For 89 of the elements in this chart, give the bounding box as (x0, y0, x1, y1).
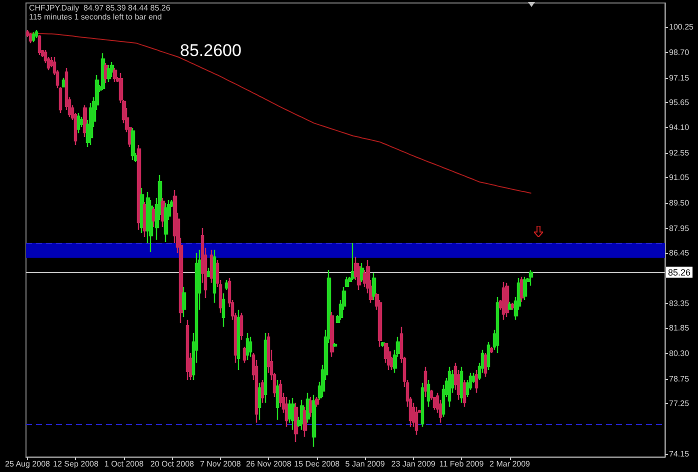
x-tick-label: 25 Aug 2008 (5, 460, 51, 468)
y-tick-label: 95.65 (669, 98, 690, 107)
chart-title: CHFJPY.Daily 84.97 85.39 84.44 85.26 (29, 4, 171, 12)
candlestick (222, 292, 226, 328)
candlestick (130, 127, 136, 161)
candlestick (504, 282, 510, 318)
candlestick (38, 34, 42, 56)
candlestick (206, 267, 210, 278)
line-series (27, 32, 532, 194)
y-tick-label: 77.25 (669, 398, 690, 408)
candlestick (312, 394, 316, 448)
candlestick (28, 32, 32, 44)
y-tick-label: 87.95 (669, 224, 690, 233)
candlestick (240, 312, 244, 340)
text: 115 minutes 1 seconds left to bar end (29, 12, 162, 22)
x-tick-label: 26 Nov 2008 (246, 460, 292, 468)
candlestick (210, 249, 214, 284)
candlestick (212, 249, 216, 304)
candlestick (486, 341, 490, 371)
candlestick (426, 379, 430, 408)
candlestick (330, 311, 334, 358)
candlestick (276, 379, 280, 420)
y-tick-label: 86.45 (669, 248, 690, 258)
candlestick (248, 336, 252, 358)
candlestick (34, 29, 38, 39)
x-tick-label: 5 Jan 2009 (345, 460, 386, 468)
candlestick (474, 369, 478, 394)
x-tick-label: 15 Dec 2008 (294, 460, 340, 468)
candlestick (332, 342, 338, 348)
y-tick-label: 74.15 (669, 450, 690, 459)
candlestick (58, 86, 62, 114)
candlestick (242, 346, 246, 364)
y-tick-label: 100.25 (669, 22, 694, 32)
candlestick (106, 64, 112, 83)
candlestick (62, 77, 66, 88)
candlestick (462, 379, 466, 408)
candlestick (294, 402, 298, 443)
candlestick (448, 366, 452, 408)
candlestick (424, 366, 428, 398)
candlestick (260, 379, 264, 404)
y-tick-label: 78.75 (669, 374, 690, 384)
candlestick (186, 319, 190, 381)
candlestick (110, 61, 114, 78)
candlestick (246, 332, 250, 361)
candlestick (386, 346, 392, 371)
candlestick (496, 296, 500, 354)
y-tick-label: 83.35 (669, 299, 690, 308)
candlestick (112, 67, 118, 83)
candlestick (528, 270, 534, 286)
candlestick (490, 346, 494, 354)
y-tick-label: 94.10 (669, 123, 690, 132)
candlestick (522, 276, 528, 301)
candlestick (264, 332, 268, 404)
candlestick (182, 286, 186, 318)
y-tick-label: 89.50 (669, 198, 690, 208)
y-tick-label: 80.30 (669, 348, 690, 358)
candlestick (372, 272, 376, 301)
x-tick-label: 2 Mar 2009 (490, 460, 531, 468)
candlestick (460, 366, 464, 404)
y-tick-label: 97.15 (669, 73, 690, 82)
candlestick (76, 112, 80, 134)
candlestick (414, 406, 418, 436)
x-tick-label: 1 Oct 2008 (104, 460, 144, 468)
candlestick (420, 382, 424, 428)
x-tick-label: 23 Jan 2009 (391, 460, 436, 468)
candlestick (314, 396, 320, 408)
candlestick (284, 396, 288, 428)
candlestick (258, 382, 262, 420)
x-tick-label: 12 Sep 2008 (53, 460, 99, 468)
candlestick (344, 276, 350, 288)
candlestick (236, 309, 240, 371)
y-tick-label: 98.70 (669, 48, 690, 57)
candlestick (380, 341, 386, 348)
candlestick (32, 32, 36, 43)
x-tick-label: 20 Oct 2008 (150, 460, 195, 468)
candlestick (82, 104, 88, 138)
candlestick (484, 352, 488, 378)
y-tick-label: 91.05 (669, 173, 690, 182)
y-tick-label: 81.85 (669, 324, 690, 333)
candlestick (164, 202, 168, 243)
candlestick (302, 406, 308, 438)
annotation: 85.2600 (180, 41, 242, 60)
x-tick-label: 11 Feb 2009 (439, 460, 484, 468)
ref-line-label: 85.26 (668, 267, 691, 278)
candlestick (224, 279, 228, 291)
x-tick-label: 7 Nov 2008 (200, 460, 242, 468)
candlestick (502, 281, 506, 320)
candlestick (350, 242, 356, 281)
y-tick-label: 92.55 (669, 148, 690, 158)
